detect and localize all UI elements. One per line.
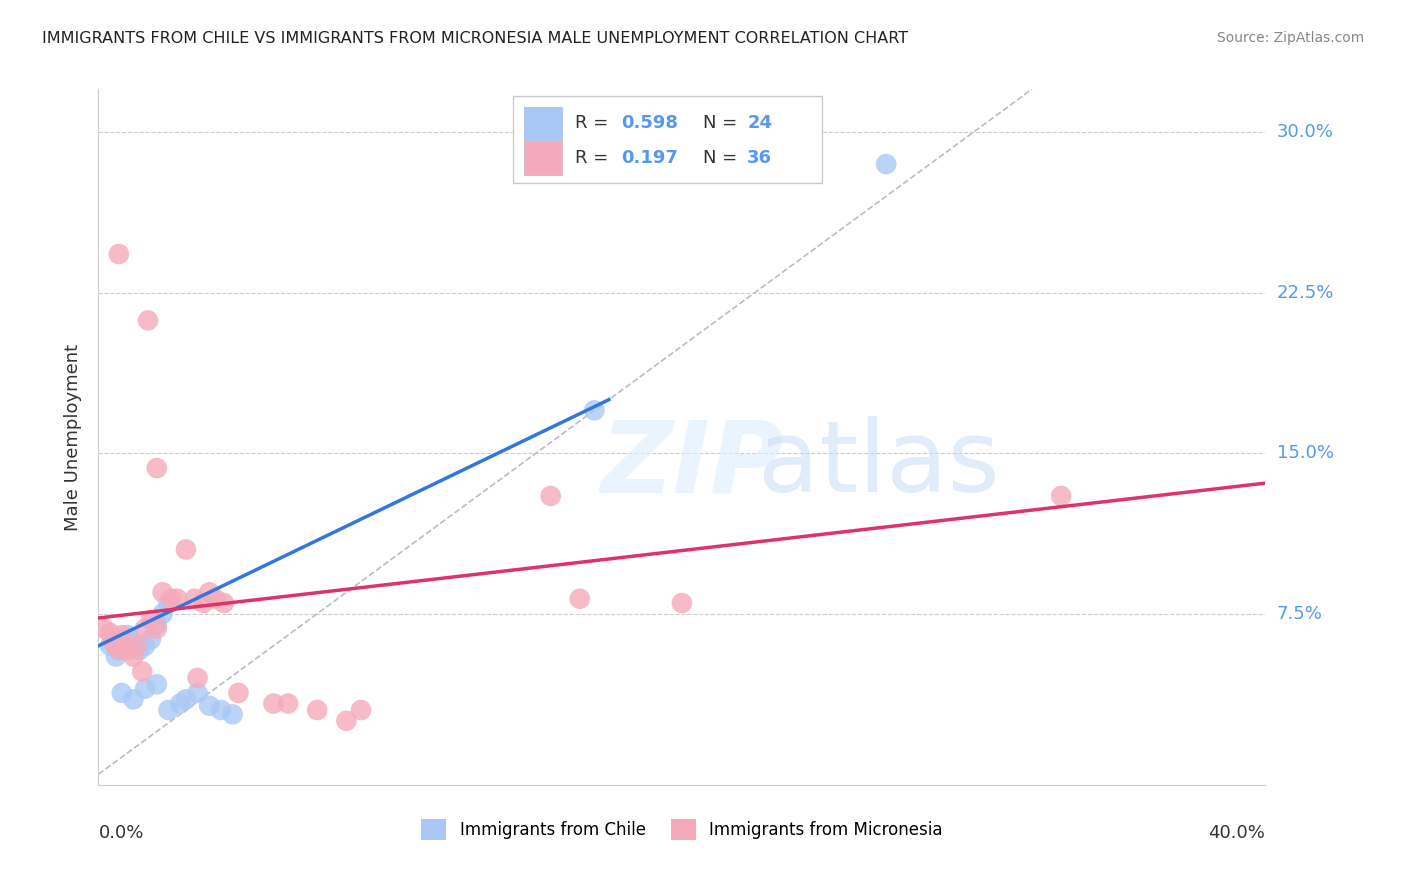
Text: 24: 24 (747, 114, 772, 132)
Point (209, 703, 232, 717)
Text: Source: ZipAtlas.com: Source: ZipAtlas.com (1216, 31, 1364, 45)
Point (131, 665, 153, 679)
Point (183, 591, 205, 606)
Point (134, 622, 156, 636)
Point (108, 247, 131, 261)
Y-axis label: Male Unemployment: Male Unemployment (63, 343, 82, 531)
Point (111, 643, 134, 657)
Point (307, 703, 329, 717)
Point (104, 639, 127, 653)
Point (122, 634, 145, 648)
Point (204, 591, 226, 606)
Point (108, 643, 131, 657)
Text: ZIP: ZIP (600, 417, 783, 514)
Text: 7.5%: 7.5% (1277, 605, 1323, 623)
FancyBboxPatch shape (513, 96, 823, 183)
Point (98, 626, 121, 640)
Point (335, 714, 357, 728)
Point (1050, 489, 1073, 503)
Point (98, 639, 121, 653)
Point (104, 649, 127, 664)
Point (139, 632, 162, 647)
Point (166, 591, 188, 606)
Point (187, 686, 209, 700)
Point (198, 698, 221, 713)
Point (174, 542, 197, 557)
Point (101, 634, 124, 648)
Point (875, 157, 897, 171)
Text: 15.0%: 15.0% (1277, 444, 1333, 462)
Point (134, 681, 156, 696)
Bar (524, 141, 562, 175)
Point (136, 313, 159, 327)
Text: 0.598: 0.598 (621, 114, 678, 132)
Text: R =: R = (575, 149, 613, 167)
Point (262, 697, 284, 711)
Text: N =: N = (703, 114, 742, 132)
Point (146, 461, 169, 475)
Point (125, 639, 148, 653)
Point (221, 707, 243, 722)
Point (152, 607, 174, 621)
Text: 40.0%: 40.0% (1209, 824, 1265, 842)
Text: R =: R = (575, 114, 613, 132)
Text: atlas: atlas (758, 417, 1000, 514)
Point (350, 703, 373, 717)
Point (198, 585, 221, 599)
Point (187, 671, 209, 685)
Text: 30.0%: 30.0% (1277, 123, 1333, 141)
Point (122, 649, 145, 664)
Point (174, 692, 197, 706)
Text: 0.0%: 0.0% (98, 824, 143, 842)
Point (111, 628, 134, 642)
Point (671, 596, 693, 610)
Point (193, 596, 215, 610)
Point (117, 643, 139, 657)
Point (146, 677, 169, 691)
Point (212, 596, 235, 610)
Point (139, 613, 162, 627)
Point (228, 686, 250, 700)
Point (134, 639, 156, 653)
Point (93, 622, 115, 636)
Point (117, 628, 139, 642)
Text: N =: N = (703, 149, 742, 167)
Point (128, 643, 150, 657)
Point (169, 697, 191, 711)
Point (111, 686, 134, 700)
Point (146, 622, 169, 636)
Legend: Immigrants from Chile, Immigrants from Micronesia: Immigrants from Chile, Immigrants from M… (415, 813, 949, 847)
Point (568, 591, 591, 606)
Text: 22.5%: 22.5% (1277, 284, 1334, 301)
Point (157, 703, 180, 717)
Point (157, 596, 180, 610)
Text: 0.197: 0.197 (621, 149, 678, 167)
Point (160, 591, 183, 606)
Text: IMMIGRANTS FROM CHILE VS IMMIGRANTS FROM MICRONESIA MALE UNEMPLOYMENT CORRELATIO: IMMIGRANTS FROM CHILE VS IMMIGRANTS FROM… (42, 31, 908, 46)
Point (152, 585, 174, 599)
Point (540, 489, 562, 503)
Bar (524, 106, 562, 140)
Point (146, 617, 169, 632)
Point (277, 697, 299, 711)
Text: 36: 36 (747, 149, 772, 167)
Point (122, 692, 145, 706)
Point (583, 403, 606, 417)
